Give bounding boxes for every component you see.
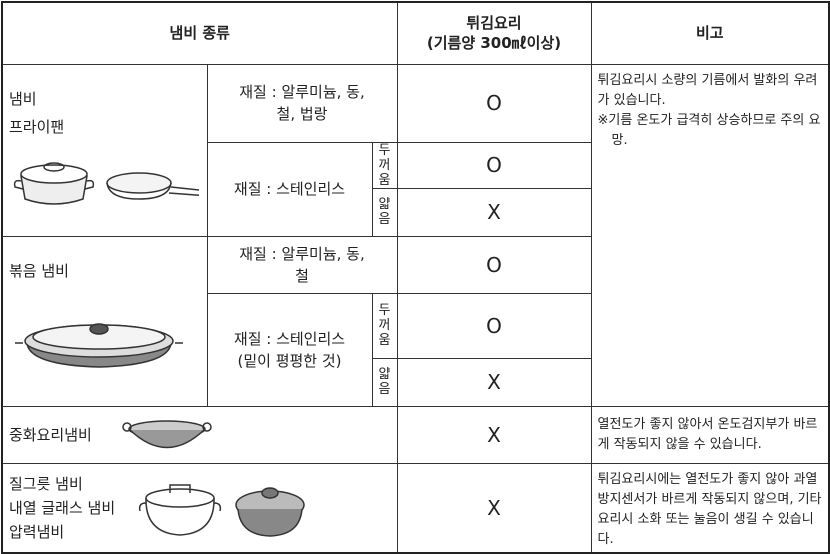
- material-line: 철: [295, 266, 309, 285]
- material: 재질 : 알루미늄, 동, 철, 법랑: [206, 63, 398, 143]
- header-line: (기름양 300㎖이상): [426, 34, 562, 53]
- material-line: 재질 : 스테인리스: [233, 180, 346, 198]
- clay-pot-icon: [139, 484, 305, 537]
- header-note: 비고: [590, 1, 830, 65]
- thickness: 얇음: [371, 187, 398, 237]
- result: X: [396, 357, 592, 407]
- material-line: 재질 : 알루미늄, 동,: [239, 83, 365, 101]
- type-name: 볶음 냄비: [9, 261, 69, 280]
- note-line: 튀김요리시 소량의 기름에서 발화의 우려가 있습니다.: [597, 72, 818, 108]
- note-line: ※기름 온도가 급격히 상승하므로 주의 요망.: [597, 112, 821, 148]
- type-cell: 볶음 냄비: [1, 235, 208, 407]
- material-line: 재질 : 알루미늄, 동,: [239, 244, 365, 263]
- type-name: 압력냄비: [9, 522, 65, 541]
- material-line: 철, 법랑: [276, 105, 328, 123]
- electric-pan-icon: [15, 322, 183, 368]
- type-cell: 냄비 프라이팬: [1, 63, 208, 237]
- header-line: 튀김요리: [466, 14, 522, 33]
- wok-icon: [122, 419, 212, 448]
- thickness: 두꺼움: [371, 292, 398, 359]
- pot-pan-icon: [13, 161, 199, 205]
- material-line: 재질 : 스테인리스: [233, 329, 346, 348]
- note: 튀김요리시에는 열전도가 좋지 않아 과열방지센서가 바르게 작동되지 않으며,…: [590, 462, 830, 554]
- result: O: [396, 141, 592, 189]
- material-line: (밑이 평평한 것): [237, 351, 342, 370]
- header-frying: 튀김요리 (기름양 300㎖이상): [396, 1, 592, 65]
- material: 재질 : 스테인리스 (밑이 평평한 것): [206, 292, 373, 407]
- type-name: 중화요리냄비: [9, 426, 92, 444]
- material: 재질 : 알루미늄, 동, 철: [206, 235, 398, 294]
- type-cell: 중화요리냄비: [1, 405, 398, 464]
- result: O: [396, 235, 592, 294]
- thickness: 얇음: [371, 357, 398, 407]
- note: 열전도가 좋지 않아서 온도검지부가 바르게 작동되지 않을 수 있습니다.: [590, 405, 830, 464]
- result: X: [396, 405, 592, 464]
- type-name: 냄비: [9, 89, 37, 108]
- type-name: 프라이팬: [9, 117, 65, 136]
- result: O: [396, 292, 592, 359]
- type-name: 질그릇 냄비: [9, 474, 83, 493]
- header-type: 냄비 종류: [1, 1, 398, 65]
- result: X: [396, 462, 592, 554]
- note: 튀김요리시 소량의 기름에서 발화의 우려가 있습니다. ※기름 온도가 급격히 …: [590, 63, 830, 407]
- type-name: 내열 글래스 냄비: [9, 498, 116, 517]
- material: 재질 : 스테인리스: [206, 141, 373, 237]
- thickness: 두꺼움: [371, 141, 398, 189]
- result: X: [396, 187, 592, 237]
- result: O: [396, 63, 592, 143]
